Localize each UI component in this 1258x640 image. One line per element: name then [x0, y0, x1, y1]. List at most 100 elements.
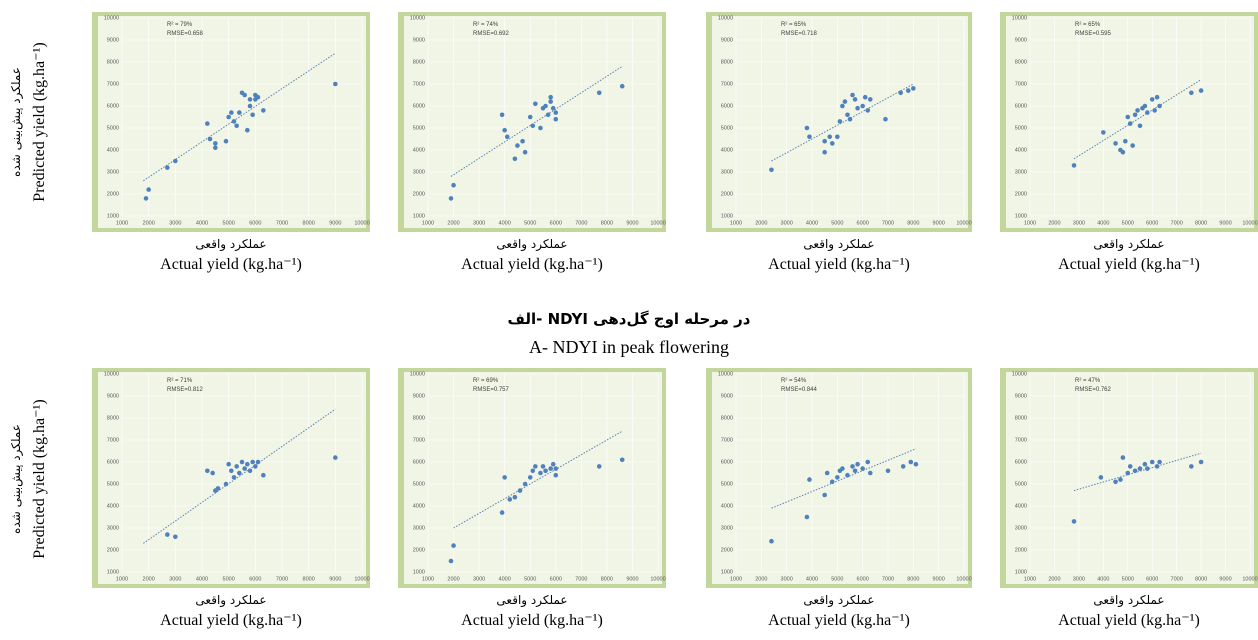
- y-tick-label: 5000: [1015, 481, 1027, 487]
- point: [250, 459, 255, 465]
- x-tick-label: 4000: [196, 220, 208, 226]
- y-tick-label: 3000: [107, 525, 119, 531]
- y-tick-label: 1000: [413, 213, 425, 219]
- y-tick-label: 6000: [413, 103, 425, 109]
- point: [517, 488, 523, 493]
- x-tick-label: 2000: [755, 576, 767, 582]
- y-tick-label: 9000: [107, 37, 119, 43]
- y-tick-label: 1000: [721, 213, 733, 219]
- point: [1071, 163, 1077, 168]
- x-tick-label: 6000: [550, 576, 562, 582]
- point: [1123, 138, 1128, 144]
- x-label-fa: عملکرد واقعی: [496, 593, 567, 608]
- x-tick-label: 5000: [831, 220, 843, 226]
- point: [822, 492, 827, 498]
- y-label: Predicted yield (kg.ha⁻¹): [31, 42, 48, 201]
- x-tick-label: 7000: [1171, 576, 1183, 582]
- point: [898, 90, 903, 96]
- x-label: Actual yield (kg.ha⁻¹): [160, 612, 302, 629]
- x-label: Actual yield (kg.ha⁻¹): [1058, 612, 1200, 629]
- trendline: [143, 52, 336, 182]
- y-tick-label: 10000: [104, 371, 119, 377]
- y-tick-label: 4000: [107, 147, 119, 153]
- x-label: Actual yield (kg.ha⁻¹): [1058, 256, 1200, 273]
- point: [842, 99, 848, 104]
- x-tick-label: 3000: [781, 220, 793, 226]
- y-tick-label: 4000: [1015, 503, 1027, 509]
- x-tick-label: 8000: [601, 576, 613, 582]
- x-tick-label: 3000: [169, 576, 181, 582]
- point: [862, 94, 868, 100]
- y-tick-label: 7000: [413, 81, 425, 87]
- x-tick-label: 8000: [907, 576, 919, 582]
- x-tick-label: 9000: [329, 220, 341, 226]
- x-tick-label: 3000: [1073, 576, 1085, 582]
- point: [908, 459, 914, 465]
- x-tick-label: 5000: [1122, 576, 1134, 582]
- point: [253, 464, 258, 469]
- y-label-fa: عملکرد پیش‌بینی شده: [9, 67, 24, 177]
- point: [1132, 112, 1138, 118]
- point: [210, 470, 215, 476]
- point: [237, 110, 242, 115]
- x-tick-label: 7000: [882, 220, 894, 226]
- y-tick-label: 6000: [721, 459, 733, 465]
- y-tick-label: 3000: [413, 169, 425, 175]
- y-tick-label: 7000: [721, 81, 733, 87]
- point: [165, 165, 170, 170]
- y-tick-label: 3000: [107, 169, 119, 175]
- x-tick-label: 6000: [249, 576, 261, 582]
- point: [1149, 459, 1155, 465]
- point: [333, 81, 338, 87]
- y-tick-label: 4000: [1015, 147, 1027, 153]
- point: [223, 481, 229, 487]
- point: [1132, 468, 1138, 474]
- point: [1189, 90, 1194, 96]
- x-tick-label: 4000: [499, 220, 511, 226]
- y-tick-label: 8000: [1015, 415, 1027, 421]
- point: [520, 138, 525, 144]
- annotation: RMSE=0.595: [1075, 31, 1112, 37]
- y-tick-label: 2000: [107, 547, 119, 553]
- y-tick-label: 2000: [721, 191, 733, 197]
- y-tick-label: 10000: [104, 15, 119, 21]
- x-tick-label: 10000: [354, 576, 369, 582]
- x-tick-label: 8000: [303, 220, 315, 226]
- point: [231, 119, 237, 124]
- point: [522, 149, 528, 155]
- point: [550, 461, 556, 467]
- x-tick-label: 9000: [626, 220, 638, 226]
- x-tick-label: 10000: [956, 576, 971, 582]
- point: [553, 116, 559, 122]
- point: [1154, 94, 1160, 100]
- point: [900, 464, 906, 469]
- point: [146, 187, 151, 192]
- x-label-fa: عملکرد واقعی: [803, 237, 874, 252]
- point: [829, 141, 835, 146]
- x-tick-label: 9000: [1219, 576, 1231, 582]
- x-label-fa: عملکرد واقعی: [1093, 237, 1164, 252]
- point: [1120, 149, 1126, 155]
- annotation: RMSE=0.658: [167, 31, 204, 37]
- y-tick-label: 3000: [1015, 525, 1027, 531]
- point: [247, 97, 253, 102]
- point: [1135, 108, 1140, 113]
- annotation: R² = 74%: [473, 22, 499, 28]
- x-tick-label: 2000: [1048, 220, 1060, 226]
- point: [502, 475, 507, 480]
- point: [213, 145, 218, 151]
- y-tick-label: 1000: [721, 569, 733, 575]
- point: [619, 83, 625, 89]
- x-tick-label: 2000: [1048, 576, 1060, 582]
- point: [333, 455, 338, 460]
- point: [769, 538, 774, 544]
- point: [835, 475, 840, 480]
- x-tick-label: 3000: [781, 576, 793, 582]
- x-tick-label: 7000: [276, 576, 288, 582]
- plot-area: [404, 372, 662, 584]
- trendline: [1073, 79, 1202, 160]
- point: [850, 464, 855, 469]
- point: [143, 196, 149, 201]
- y-tick-label: 5000: [721, 481, 733, 487]
- point: [226, 461, 231, 467]
